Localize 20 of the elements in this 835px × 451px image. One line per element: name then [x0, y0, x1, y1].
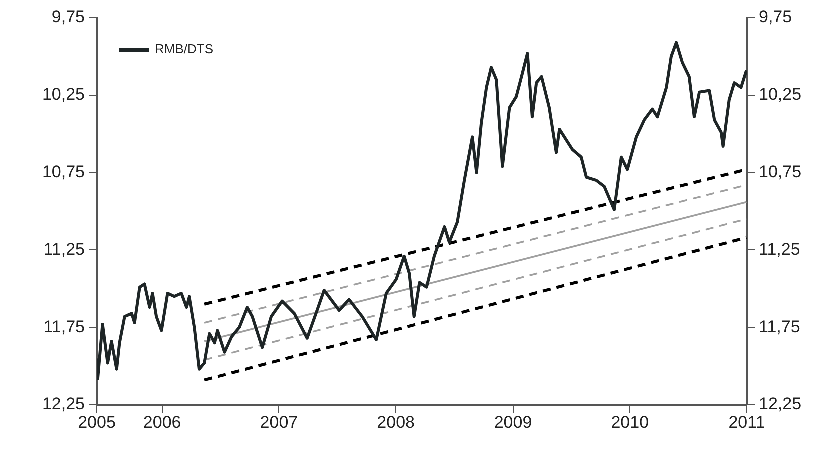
- x-tick-label: 2005: [78, 412, 116, 432]
- y-tick-label: 11,75: [44, 317, 85, 336]
- x-tick-label: 2006: [143, 412, 182, 432]
- x-tick-label: 2007: [260, 412, 298, 432]
- y2-tick-label: 10,75: [759, 162, 802, 182]
- y2-tick-label: 10,25: [759, 85, 802, 104]
- y-tick-label: 11,25: [44, 240, 85, 259]
- y2-tick-label: 9,75: [759, 8, 792, 27]
- y2-tick-label: 11,25: [759, 240, 800, 259]
- legend-label: RMB/DTS: [155, 42, 214, 57]
- y2-tick-label: 11,75: [759, 317, 800, 336]
- y2-tick-label: 12,25: [759, 394, 802, 414]
- y-tick-label: 10,75: [42, 162, 85, 182]
- x-tick-label: 2008: [377, 412, 415, 432]
- x-tick-label: 2009: [494, 412, 532, 432]
- y-tick-label: 10,25: [42, 85, 85, 104]
- x-tick-label: 2011: [728, 412, 766, 432]
- y-tick-label: 12,25: [42, 394, 85, 414]
- x-tick-label: 2010: [611, 412, 650, 432]
- y-tick-label: 9,75: [52, 8, 85, 27]
